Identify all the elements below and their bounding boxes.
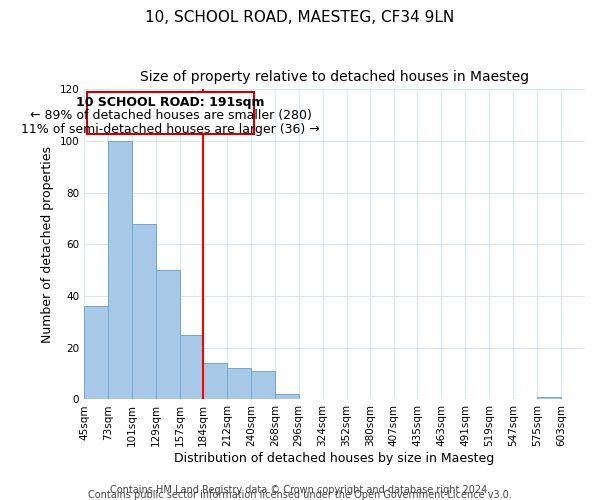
X-axis label: Distribution of detached houses by size in Maesteg: Distribution of detached houses by size … [175,452,495,465]
Text: Contains HM Land Registry data © Crown copyright and database right 2024.: Contains HM Land Registry data © Crown c… [110,485,490,495]
Bar [227,368,251,400]
Text: 10 SCHOOL ROAD: 191sqm: 10 SCHOOL ROAD: 191sqm [76,96,265,108]
Text: ← 89% of detached houses are smaller (280): ← 89% of detached houses are smaller (28… [29,110,311,122]
Text: 10, SCHOOL ROAD, MAESTEG, CF34 9LN: 10, SCHOOL ROAD, MAESTEG, CF34 9LN [145,10,455,25]
FancyBboxPatch shape [86,92,254,134]
Bar [108,141,132,400]
Bar [537,397,561,400]
Bar [275,394,299,400]
Text: 11% of semi-detached houses are larger (36) →: 11% of semi-detached houses are larger (… [21,123,320,136]
Bar [132,224,156,400]
Bar [251,371,275,400]
Y-axis label: Number of detached properties: Number of detached properties [41,146,54,343]
Text: Contains public sector information licensed under the Open Government Licence v3: Contains public sector information licen… [88,490,512,500]
Bar [203,364,227,400]
Title: Size of property relative to detached houses in Maesteg: Size of property relative to detached ho… [140,70,529,84]
Bar [84,306,108,400]
Bar [156,270,180,400]
Bar [180,335,203,400]
